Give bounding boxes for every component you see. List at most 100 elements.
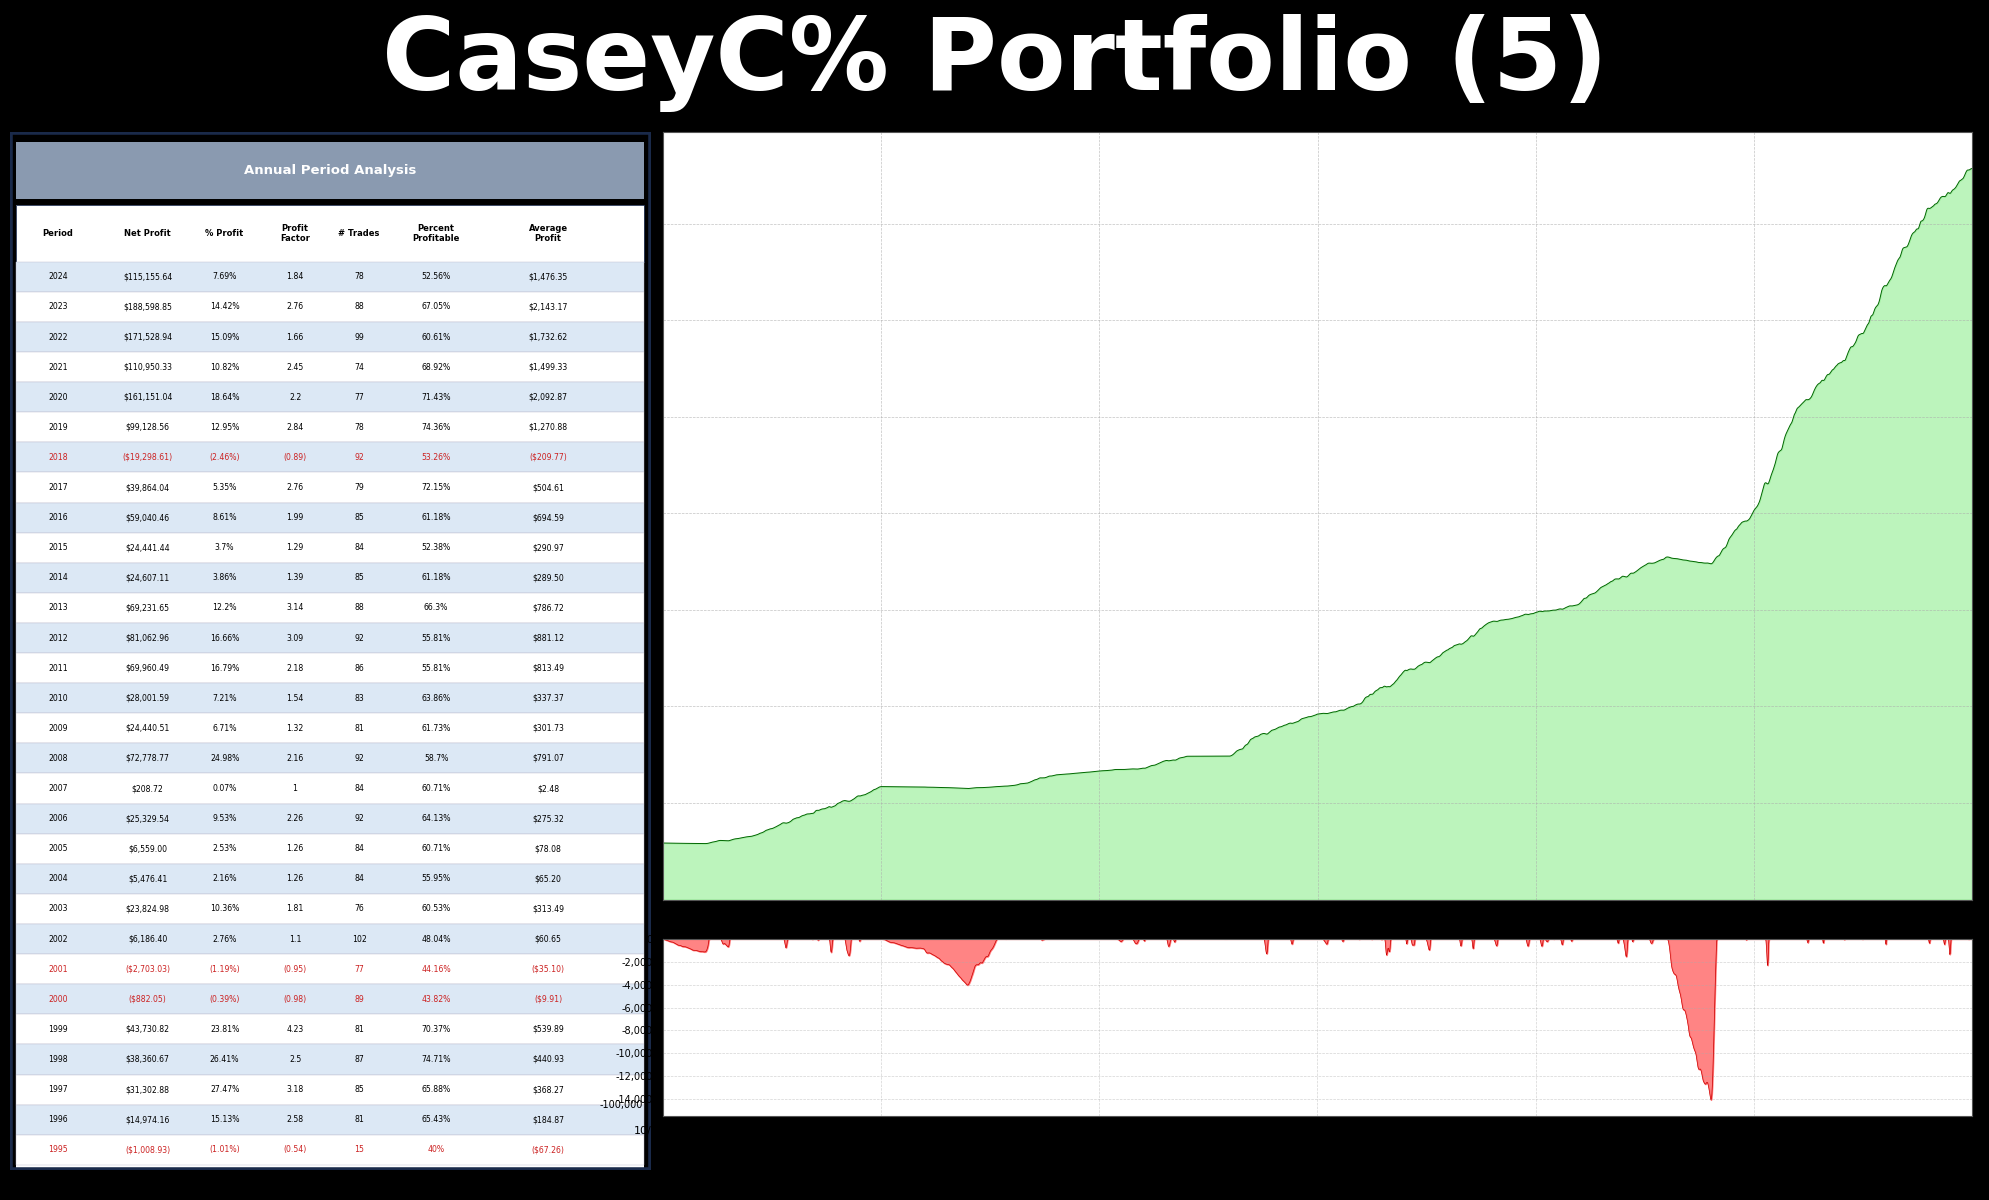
Text: 15: 15 xyxy=(354,1145,364,1154)
Bar xyxy=(16,1135,644,1165)
Text: 92: 92 xyxy=(354,754,364,763)
Text: 4.23: 4.23 xyxy=(286,1025,304,1034)
Text: 2001: 2001 xyxy=(48,965,68,973)
Text: Average
Profit: Average Profit xyxy=(529,223,567,242)
Text: 2009: 2009 xyxy=(48,724,68,733)
Text: $440.93: $440.93 xyxy=(531,1055,565,1064)
Text: 64.13%: 64.13% xyxy=(422,814,452,823)
Text: 0.07%: 0.07% xyxy=(213,784,237,793)
Text: 85: 85 xyxy=(354,574,364,582)
Text: 77: 77 xyxy=(354,965,364,973)
Text: ($2,703.03): ($2,703.03) xyxy=(125,965,171,973)
Text: 74.71%: 74.71% xyxy=(422,1055,452,1064)
Text: 2014: 2014 xyxy=(48,574,68,582)
Text: 55.81%: 55.81% xyxy=(422,664,452,673)
Text: 84: 84 xyxy=(354,784,364,793)
Text: 2.53%: 2.53% xyxy=(213,845,237,853)
Bar xyxy=(16,413,644,443)
Bar xyxy=(16,623,644,653)
Bar xyxy=(16,1074,644,1105)
Text: 10.36%: 10.36% xyxy=(209,905,239,913)
Text: 58.7%: 58.7% xyxy=(424,754,448,763)
Text: $24,441.44: $24,441.44 xyxy=(125,544,169,552)
Text: 65.43%: 65.43% xyxy=(422,1115,452,1124)
Text: $208.72: $208.72 xyxy=(131,784,163,793)
Text: 76: 76 xyxy=(354,905,364,913)
Text: 2004: 2004 xyxy=(48,875,68,883)
Text: $69,231.65: $69,231.65 xyxy=(125,604,169,612)
Text: $368.27: $368.27 xyxy=(533,1085,563,1094)
Text: 2002: 2002 xyxy=(48,935,68,943)
Text: % Profit: % Profit xyxy=(205,229,243,238)
Text: 85: 85 xyxy=(354,514,364,522)
Text: ($882.05): ($882.05) xyxy=(129,995,167,1003)
Text: 92: 92 xyxy=(354,452,364,462)
Text: (0.39%): (0.39%) xyxy=(209,995,241,1003)
Text: Retrun/DD: Retrun/DD xyxy=(716,210,794,223)
Text: 1995: 1995 xyxy=(48,1145,68,1154)
Text: $25,329.54: $25,329.54 xyxy=(125,814,169,823)
Text: (0.98): (0.98) xyxy=(282,995,306,1003)
Text: 2447: 2447 xyxy=(921,311,957,324)
Text: Profit Factor: Profit Factor xyxy=(708,244,802,257)
Text: $31,302.88: $31,302.88 xyxy=(125,1085,169,1094)
Bar xyxy=(16,743,644,774)
Text: 92: 92 xyxy=(354,634,364,642)
Text: 84: 84 xyxy=(354,544,364,552)
Text: 7.69%: 7.69% xyxy=(213,272,237,281)
Text: 2023: 2023 xyxy=(48,302,68,312)
Text: (0.54): (0.54) xyxy=(282,1145,306,1154)
Text: 71.43%: 71.43% xyxy=(422,392,452,402)
Text: $2,143.17: $2,143.17 xyxy=(529,302,567,312)
Text: 77: 77 xyxy=(354,392,364,402)
Text: $188,598.85: $188,598.85 xyxy=(123,302,173,312)
Text: 2.84: 2.84 xyxy=(286,422,304,432)
Text: 55.81%: 55.81% xyxy=(422,634,452,642)
Text: 2.76: 2.76 xyxy=(286,484,304,492)
Text: 78: 78 xyxy=(354,272,364,281)
Text: 86: 86 xyxy=(354,664,364,673)
Text: 24.98%: 24.98% xyxy=(209,754,239,763)
Text: $6,559.00: $6,559.00 xyxy=(127,845,167,853)
Text: 61.18%: 61.18% xyxy=(422,514,452,522)
Text: $171,528.94: $171,528.94 xyxy=(123,332,173,342)
Text: 2020: 2020 xyxy=(48,392,68,402)
Text: 88: 88 xyxy=(354,302,364,312)
Text: ($19,298.61): ($19,298.61) xyxy=(123,452,173,462)
Text: 52.38%: 52.38% xyxy=(422,544,450,552)
Text: 2.5: 2.5 xyxy=(288,1055,300,1064)
Text: $78.08: $78.08 xyxy=(535,845,561,853)
Bar xyxy=(16,1044,644,1074)
Bar xyxy=(16,834,644,864)
Text: 1997: 1997 xyxy=(48,1085,68,1094)
Text: 61.18%: 61.18% xyxy=(422,574,452,582)
Text: 60.71%: 60.71% xyxy=(422,845,452,853)
Text: 2013: 2013 xyxy=(48,604,68,612)
Text: 1998: 1998 xyxy=(48,1055,68,1064)
Text: $43,730.82: $43,730.82 xyxy=(125,1025,169,1034)
Text: $275.32: $275.32 xyxy=(533,814,563,823)
Text: 78: 78 xyxy=(354,422,364,432)
Text: Win%: Win% xyxy=(734,344,776,358)
Text: 2003: 2003 xyxy=(48,905,68,913)
Bar xyxy=(16,503,644,533)
Text: $161,151.04: $161,151.04 xyxy=(123,392,173,402)
Text: Profit
Factor: Profit Factor xyxy=(280,223,310,242)
Text: # Trades: # Trades xyxy=(338,229,380,238)
Text: 1.32: 1.32 xyxy=(286,724,304,733)
Text: 85: 85 xyxy=(354,1085,364,1094)
Text: 3.14: 3.14 xyxy=(286,604,304,612)
Text: 2016: 2016 xyxy=(48,514,68,522)
Text: 2.18: 2.18 xyxy=(286,664,304,673)
Text: 55.95%: 55.95% xyxy=(422,875,450,883)
Text: #Trades: #Trades xyxy=(724,311,784,324)
Bar xyxy=(16,473,644,503)
Text: 65.88%: 65.88% xyxy=(422,1085,450,1094)
Text: $39,864.04: $39,864.04 xyxy=(125,484,169,492)
Text: $504.61: $504.61 xyxy=(531,484,565,492)
Text: 14.42%: 14.42% xyxy=(209,302,239,312)
Text: 43.82%: 43.82% xyxy=(422,995,452,1003)
Bar xyxy=(16,1014,644,1044)
Text: 12.2%: 12.2% xyxy=(213,604,237,612)
Text: 2.76: 2.76 xyxy=(286,302,304,312)
